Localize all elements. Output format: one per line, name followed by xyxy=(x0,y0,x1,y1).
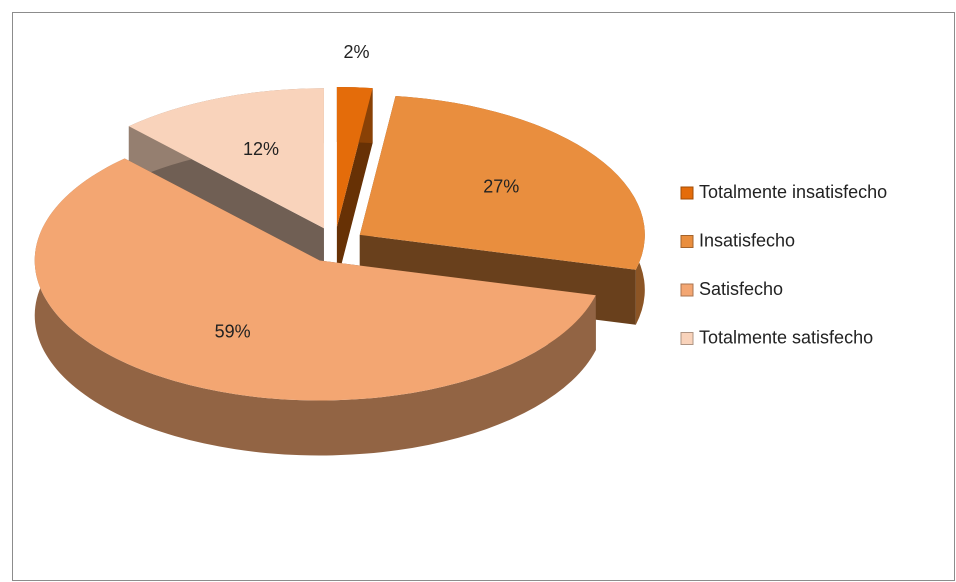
data-label: 12% xyxy=(243,139,279,159)
legend-label: Satisfecho xyxy=(699,279,783,299)
pie-slice xyxy=(336,87,373,283)
data-label: 27% xyxy=(483,176,519,196)
legend-label: Insatisfecho xyxy=(699,230,795,250)
legend-label: Totalmente insatisfecho xyxy=(699,182,887,202)
slice-top xyxy=(128,88,324,229)
slice-top xyxy=(34,158,596,401)
legend-swatch xyxy=(680,283,694,297)
slice-top xyxy=(336,87,373,228)
legend-swatch xyxy=(680,235,694,248)
slice-top xyxy=(359,95,645,270)
data-label: 2% xyxy=(344,42,370,62)
legend-swatch xyxy=(680,332,694,345)
pie-slice xyxy=(34,158,596,456)
slice-wall xyxy=(34,158,596,456)
legend-swatch xyxy=(680,186,694,200)
legend-label: Totalmente satisfecho xyxy=(699,327,873,347)
data-label: 59% xyxy=(215,322,251,342)
